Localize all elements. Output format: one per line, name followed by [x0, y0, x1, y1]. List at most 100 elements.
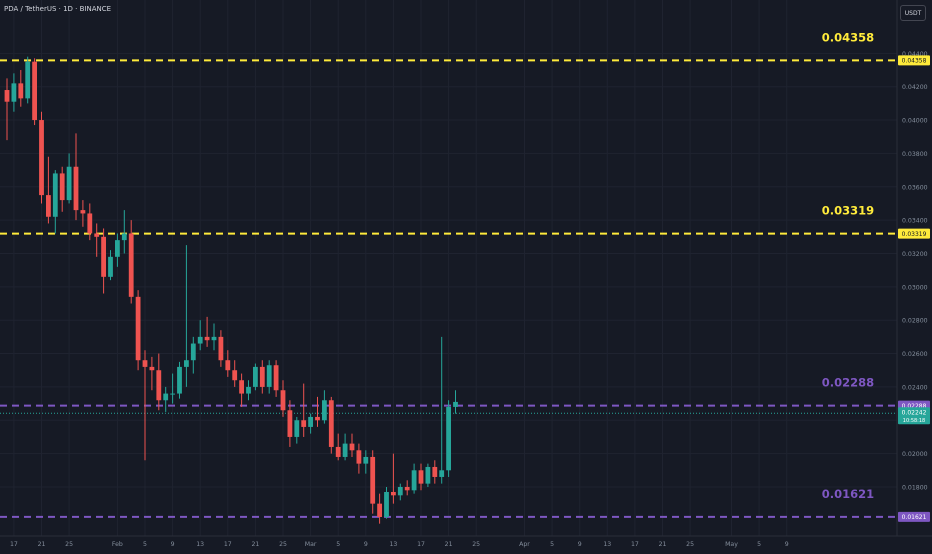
x-tick-label: 13 — [389, 541, 397, 548]
candle-body — [177, 366, 182, 394]
candle-body — [170, 393, 175, 395]
candle-body — [87, 213, 93, 234]
candle-body — [446, 406, 451, 471]
candle-body — [425, 466, 431, 484]
candle-body — [149, 366, 155, 371]
candle-body — [349, 443, 355, 451]
candle-body — [18, 83, 24, 99]
candle-body — [101, 236, 106, 277]
candle-body — [356, 450, 362, 464]
candle-body — [328, 400, 334, 447]
level-axis-label: 0.03319 — [902, 231, 927, 238]
candle-body — [66, 166, 72, 201]
x-tick-label: 5 — [143, 541, 147, 548]
candle-body — [432, 466, 438, 477]
candle-body — [4, 90, 10, 102]
x-tick-label: 25 — [65, 541, 73, 548]
x-tick-label: 5 — [336, 541, 340, 548]
symbol-label: PDA / TetherUS · 1D · BINANCE — [4, 5, 112, 13]
x-tick-label: 13 — [603, 541, 611, 548]
candle-body — [370, 456, 376, 504]
x-tick-label: Feb — [112, 541, 123, 548]
x-tick-label: 5 — [757, 541, 761, 548]
x-tick-label: 17 — [631, 541, 639, 548]
candle-body — [335, 446, 341, 457]
candle-body — [322, 400, 327, 421]
candle-body — [135, 296, 141, 361]
candle-body — [128, 233, 134, 297]
candle-body — [204, 336, 210, 341]
candle-body — [301, 420, 307, 427]
y-tick-label: 0.02000 — [902, 451, 928, 458]
x-tick-label: 13 — [196, 541, 204, 548]
x-tick-label: 9 — [578, 541, 582, 548]
candle-body — [363, 456, 369, 464]
level-axis-badge — [898, 228, 930, 239]
candle-body — [453, 401, 458, 407]
level-label: 0.02288 — [822, 376, 874, 390]
level-axis-label: 0.02288 — [902, 403, 927, 410]
level-axis-badge — [898, 511, 930, 522]
current-price-label: 0.02242 — [902, 409, 927, 416]
candle-body — [156, 370, 162, 401]
candle-body — [294, 420, 300, 437]
candle-body — [342, 443, 348, 457]
candle-body — [439, 470, 445, 477]
candle-body — [121, 233, 127, 241]
x-tick-label: Mar — [305, 541, 317, 548]
candle-body — [287, 410, 293, 437]
candle-body — [94, 233, 100, 237]
y-tick-label: 0.02400 — [902, 384, 928, 391]
level-label: 0.04358 — [822, 30, 874, 44]
candle-body — [411, 470, 417, 491]
y-tick-label: 0.01800 — [902, 484, 928, 491]
level-label: 0.01621 — [822, 487, 874, 501]
y-tick-label: 0.04200 — [902, 84, 928, 91]
candle-body — [39, 120, 44, 196]
level-axis-badge — [898, 55, 930, 66]
candle-body — [142, 360, 148, 367]
candle-body — [384, 491, 389, 517]
x-tick-label: Apr — [519, 541, 530, 548]
candle-body — [211, 336, 217, 341]
candle-body — [32, 61, 37, 121]
candle-body — [308, 416, 313, 427]
candle-body — [52, 173, 58, 217]
x-tick-label: 21 — [445, 541, 453, 548]
candle-body — [273, 365, 279, 391]
candle-body — [190, 343, 196, 361]
current-price-badge — [898, 407, 930, 425]
x-tick-label: 9 — [171, 541, 175, 548]
x-tick-label: 17 — [224, 541, 232, 548]
price-axis: 0.04400 0.04200 0.04000 0.03800 0.03600 0.034… — [896, 0, 930, 536]
candle-body — [253, 366, 258, 387]
candle-body — [315, 416, 320, 421]
x-tick-label: 21 — [659, 541, 667, 548]
candle-body — [59, 173, 65, 201]
level-labels: 0.04358 0.03319 0.02288 0.01621 — [822, 30, 874, 500]
candle-body — [232, 370, 238, 381]
x-tick-label: 25 — [686, 541, 694, 548]
currency-button[interactable]: USDT — [900, 5, 926, 21]
candle-body — [25, 61, 31, 99]
candle-body — [397, 486, 403, 496]
y-tick-label: 0.03400 — [902, 218, 928, 225]
x-tick-label: 25 — [472, 541, 480, 548]
candle-body — [239, 380, 244, 394]
candle-body — [246, 386, 251, 394]
candle-body — [391, 491, 396, 496]
y-tick-label: 0.02600 — [902, 351, 928, 358]
candle-body — [115, 240, 120, 257]
candle-body — [225, 360, 231, 371]
candles — [4, 56, 458, 524]
x-tick-label: 21 — [38, 541, 46, 548]
y-tick-label: 0.04400 — [902, 51, 928, 58]
x-tick-label: 21 — [251, 541, 259, 548]
y-tick-label: 0.03000 — [902, 284, 928, 291]
y-tick-label: 0.02800 — [902, 318, 928, 325]
level-axis-label: 0.01621 — [902, 514, 927, 521]
countdown-label: 10:58:18 — [903, 418, 925, 424]
candle-body — [404, 486, 410, 491]
